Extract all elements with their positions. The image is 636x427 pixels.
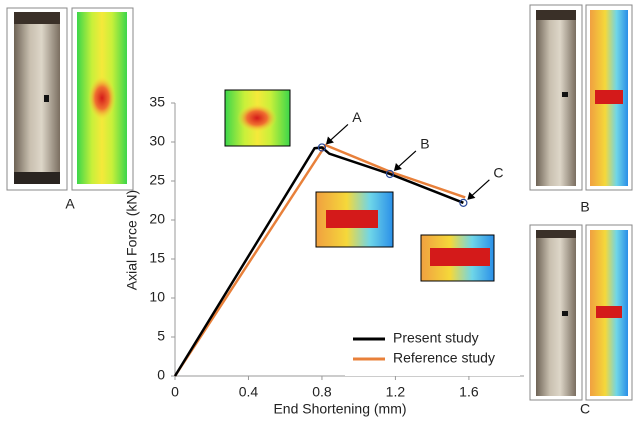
y-tick-label: 35 xyxy=(149,94,165,110)
image-label: C xyxy=(580,401,590,417)
y-tick-label: 10 xyxy=(149,289,165,305)
image-label: B xyxy=(580,199,589,215)
annotation-point xyxy=(317,143,327,152)
x-tick-label: 0.4 xyxy=(239,384,259,400)
image-panel-b xyxy=(529,4,633,191)
series-line xyxy=(173,146,464,377)
y-tick-label: 5 xyxy=(157,328,165,344)
y-tick-label: 30 xyxy=(149,133,165,149)
x-tick-label: 0 xyxy=(171,384,179,400)
x-tick-label: 1.6 xyxy=(459,384,479,400)
image-panel-a xyxy=(6,7,134,191)
legend-label: Present study xyxy=(393,330,479,346)
annotation-label: A xyxy=(352,109,362,125)
legend-label: Reference study xyxy=(393,350,495,366)
image-label: A xyxy=(65,196,75,212)
inset-b xyxy=(315,191,394,248)
arrow-head xyxy=(467,191,476,200)
y-tick-label: 15 xyxy=(149,250,165,266)
y-tick-label: 20 xyxy=(149,211,165,227)
annotation-point xyxy=(385,169,395,179)
inset-a xyxy=(224,89,291,147)
inset-c xyxy=(420,234,495,282)
x-axis-title: End Shortening (mm) xyxy=(273,401,406,417)
x-tick-label: 0.8 xyxy=(312,384,332,400)
annotation-point xyxy=(459,198,468,207)
legend-box xyxy=(345,322,520,376)
y-axis-title: Axial Force (kN) xyxy=(124,190,140,290)
x-tick-label: 1.2 xyxy=(386,384,406,400)
y-tick-label: 25 xyxy=(149,172,165,188)
arrow-head xyxy=(325,136,334,145)
arrow-head xyxy=(393,162,402,171)
series-line xyxy=(173,143,466,377)
image-panel-c xyxy=(529,224,633,401)
y-tick-label: 0 xyxy=(157,367,165,383)
annotation-label: C xyxy=(493,165,503,181)
annotation-label: B xyxy=(420,136,429,152)
